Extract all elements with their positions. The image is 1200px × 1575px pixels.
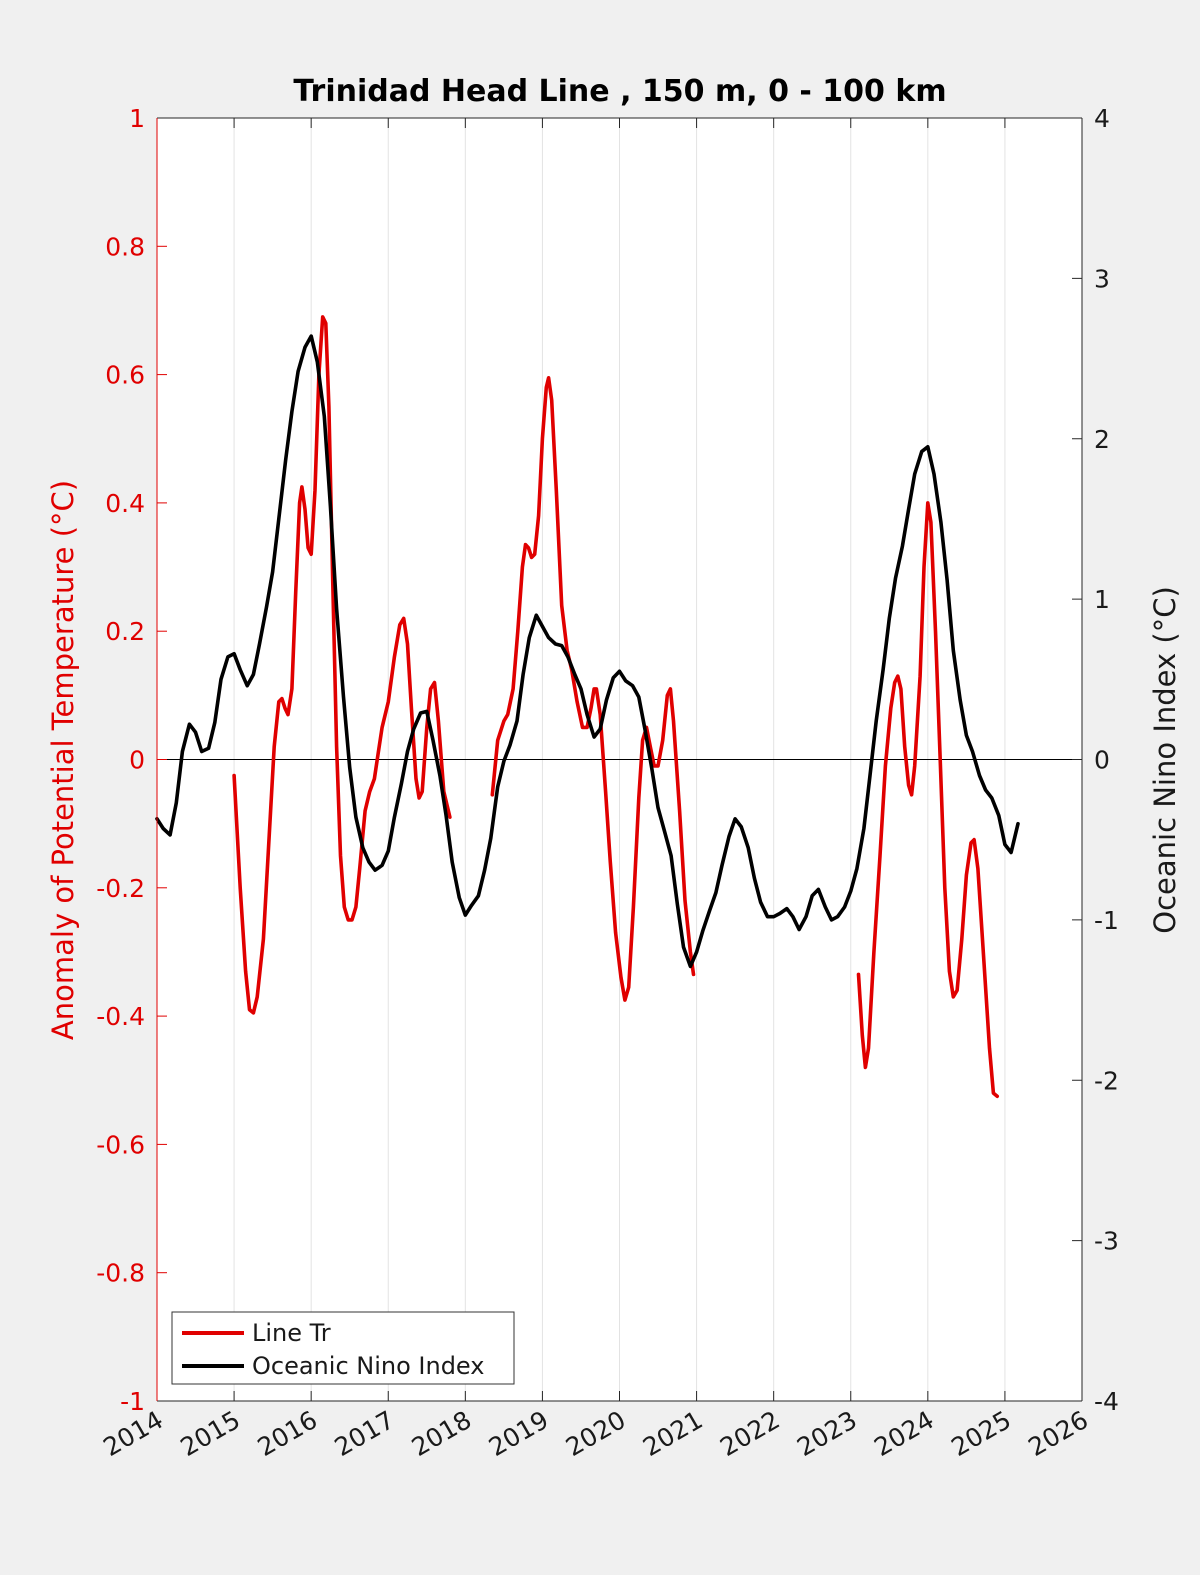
y-left-tick-label: 1 (129, 104, 145, 133)
chart-title: Trinidad Head Line , 150 m, 0 - 100 km (293, 74, 946, 109)
x-tick-label: 2022 (715, 1405, 785, 1462)
y-left-tick-label: -0.4 (96, 1002, 145, 1031)
axes (156, 117, 1083, 1402)
legend-label-oni: Oceanic Nino Index (252, 1352, 484, 1380)
x-tick-label: 2023 (792, 1405, 862, 1462)
x-tick-label: 2019 (484, 1405, 554, 1462)
x-tick-label: 2018 (407, 1405, 477, 1462)
y-left-tick-label: -0.8 (96, 1259, 145, 1288)
x-tick-label: 2020 (561, 1405, 631, 1462)
y-axis-left-label: Anomaly of Potential Temperature (°C) (46, 480, 80, 1040)
y-axis-right-label: Oceanic Nino Index (°C) (1148, 586, 1182, 934)
x-tick-label: 2026 (1023, 1405, 1093, 1462)
x-tick-label: 2024 (869, 1405, 939, 1462)
x-tick-label: 2016 (253, 1405, 323, 1462)
x-tick-label: 2025 (946, 1405, 1016, 1462)
y-left-tick-label: -1 (120, 1387, 145, 1416)
y-right-tick-label: -2 (1094, 1066, 1119, 1095)
y-left-tick-label: -0.2 (96, 874, 145, 903)
y-right-tick-label: 2 (1094, 425, 1110, 454)
y-left-tick-label: 0.4 (105, 489, 145, 518)
series-line-tr-segment-2 (856, 501, 999, 1099)
series-layer (155, 315, 1020, 1099)
series-line-tr-segment-1 (490, 376, 696, 1002)
y-left-tick-label: -0.6 (96, 1130, 145, 1159)
y-right-tick-label: 3 (1094, 264, 1110, 293)
y-right-tick-label: -1 (1094, 906, 1119, 935)
y-right-tick-label: -3 (1094, 1227, 1119, 1256)
y-left-tick-label: 0.8 (105, 232, 145, 261)
y-right-tick-label: -4 (1094, 1387, 1119, 1416)
series-oceanic-nino-index (155, 334, 1020, 969)
y-left-tick-label: 0 (129, 746, 145, 775)
legend: Line Tr Oceanic Nino Index (171, 1311, 515, 1385)
x-tick-label: 2021 (638, 1405, 708, 1462)
legend-box (171, 1311, 515, 1385)
y-right-tick-label: 1 (1094, 585, 1110, 614)
y-right-tick-label: 0 (1094, 746, 1110, 775)
y-right-tick-label: 4 (1094, 104, 1110, 133)
x-tick-label: 2015 (175, 1405, 245, 1462)
x-tick-label: 2017 (330, 1405, 400, 1462)
y-left-tick-label: 0.6 (105, 361, 145, 390)
legend-label-line-tr: Line Tr (252, 1319, 331, 1347)
y-left-tick-label: 0.2 (105, 617, 145, 646)
